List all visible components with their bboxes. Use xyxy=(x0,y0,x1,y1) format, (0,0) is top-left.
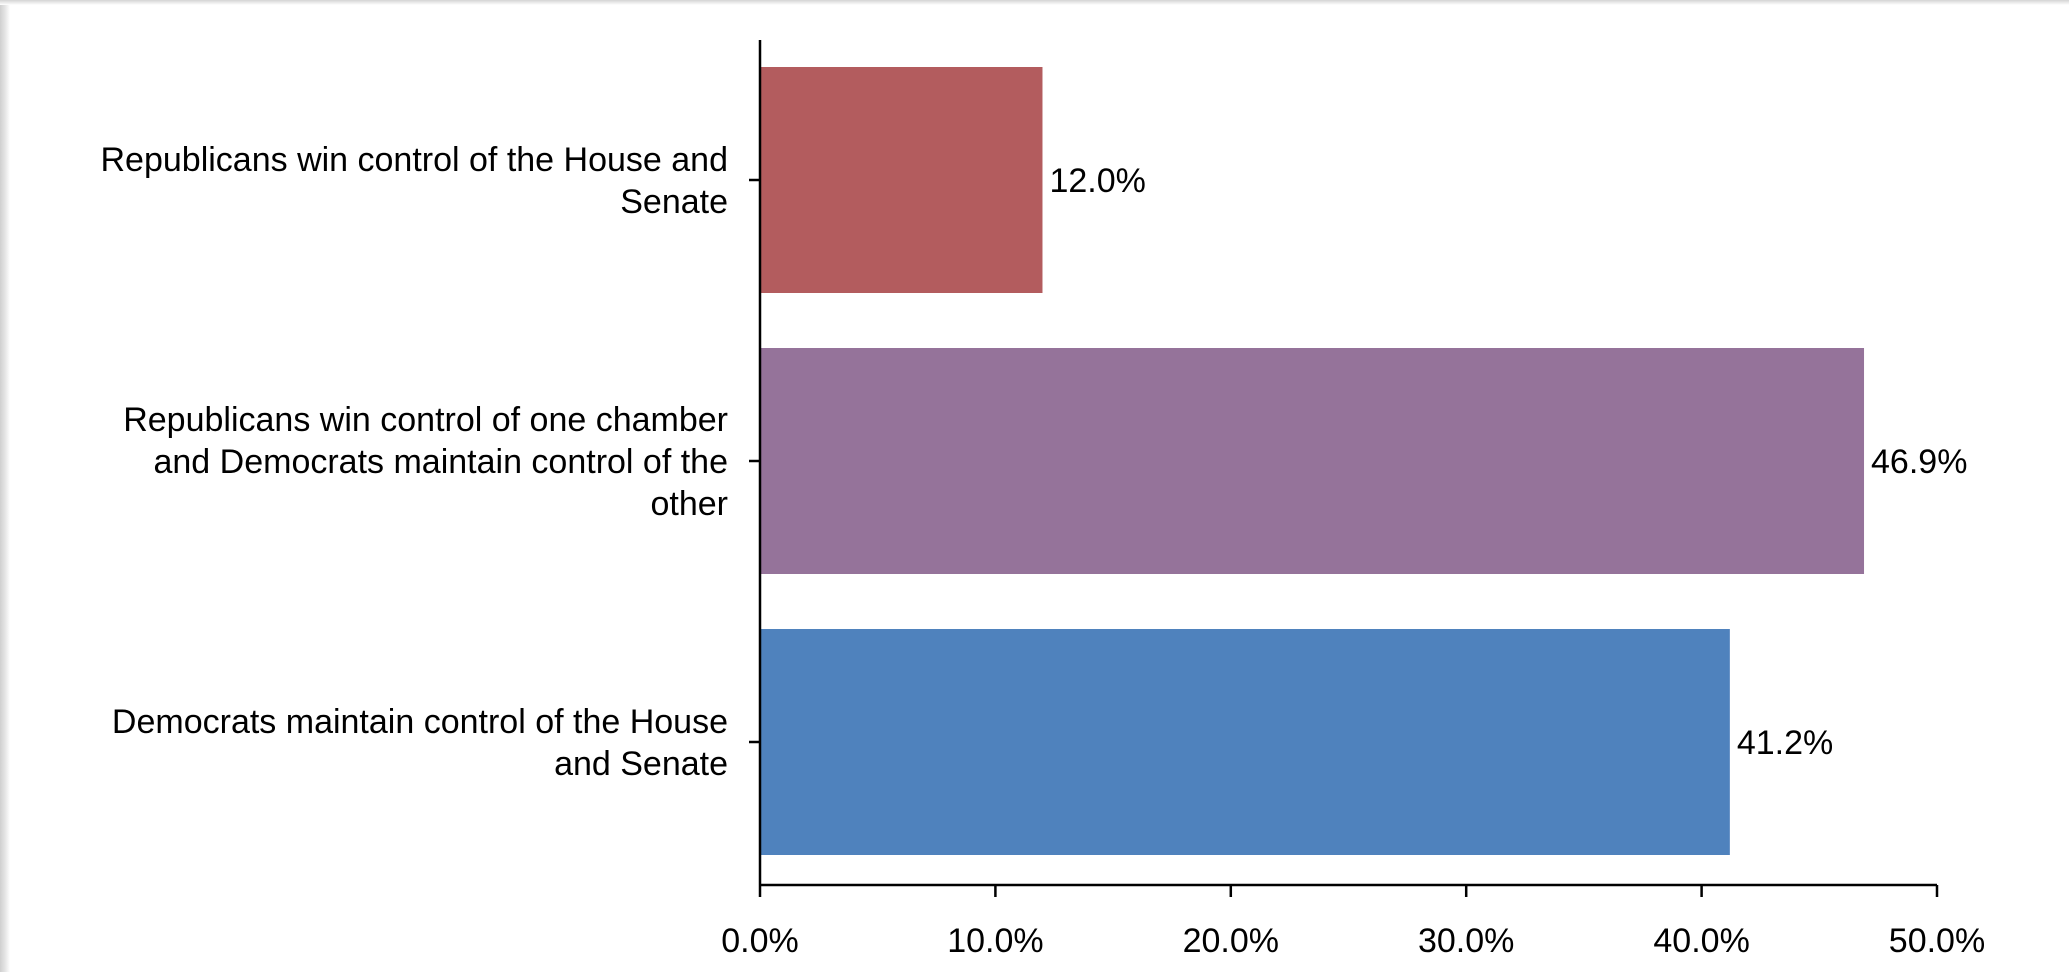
bars-group: 12.0% 46.9% 41.2% xyxy=(760,67,1967,855)
axes: 0.0% 10.0% 20.0% 30.0% 40.0% 50.0% xyxy=(721,40,1985,960)
x-tick-label: 30.0% xyxy=(1418,922,1514,960)
x-tick-label: 50.0% xyxy=(1889,922,1985,960)
data-label: 12.0% xyxy=(1049,162,1145,200)
category-label: Republicans win control of the House and… xyxy=(101,141,729,221)
x-tick-label: 10.0% xyxy=(947,922,1043,960)
bar xyxy=(760,629,1730,855)
bar xyxy=(760,67,1043,293)
bar xyxy=(760,348,1865,574)
category-label: Republicans win control of one chamber an… xyxy=(123,401,728,523)
x-tick-label: 40.0% xyxy=(1653,922,1749,960)
category-label: Democrats maintain control of the House a… xyxy=(112,703,728,783)
x-tick-label: 20.0% xyxy=(1183,922,1279,960)
category-labels: Republicans win control of the House and… xyxy=(101,141,729,783)
data-label: 46.9% xyxy=(1871,443,1967,481)
x-tick-label: 0.0% xyxy=(721,922,799,960)
data-label: 41.2% xyxy=(1737,724,1833,762)
